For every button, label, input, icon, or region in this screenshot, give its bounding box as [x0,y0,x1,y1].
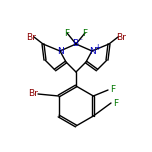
Text: Br: Br [26,33,36,41]
Text: B: B [72,40,78,48]
Text: N: N [57,47,63,55]
Text: F: F [113,98,119,107]
Text: F: F [82,29,88,38]
Text: +: + [94,43,100,52]
Text: Br: Br [116,33,126,41]
Text: N: N [90,47,96,55]
Text: ⁻: ⁻ [78,36,82,45]
Text: Br: Br [28,90,38,98]
Text: F: F [64,29,70,38]
Text: F: F [111,85,116,95]
